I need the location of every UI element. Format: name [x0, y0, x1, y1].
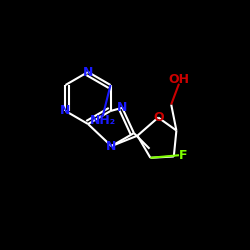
Text: F: F — [179, 149, 187, 162]
Text: O: O — [153, 111, 164, 124]
Text: N: N — [83, 66, 93, 78]
Text: NH₂: NH₂ — [90, 114, 116, 127]
Text: N: N — [60, 104, 71, 118]
Text: OH: OH — [168, 73, 190, 86]
Text: N: N — [117, 101, 128, 114]
Text: N: N — [106, 140, 117, 152]
